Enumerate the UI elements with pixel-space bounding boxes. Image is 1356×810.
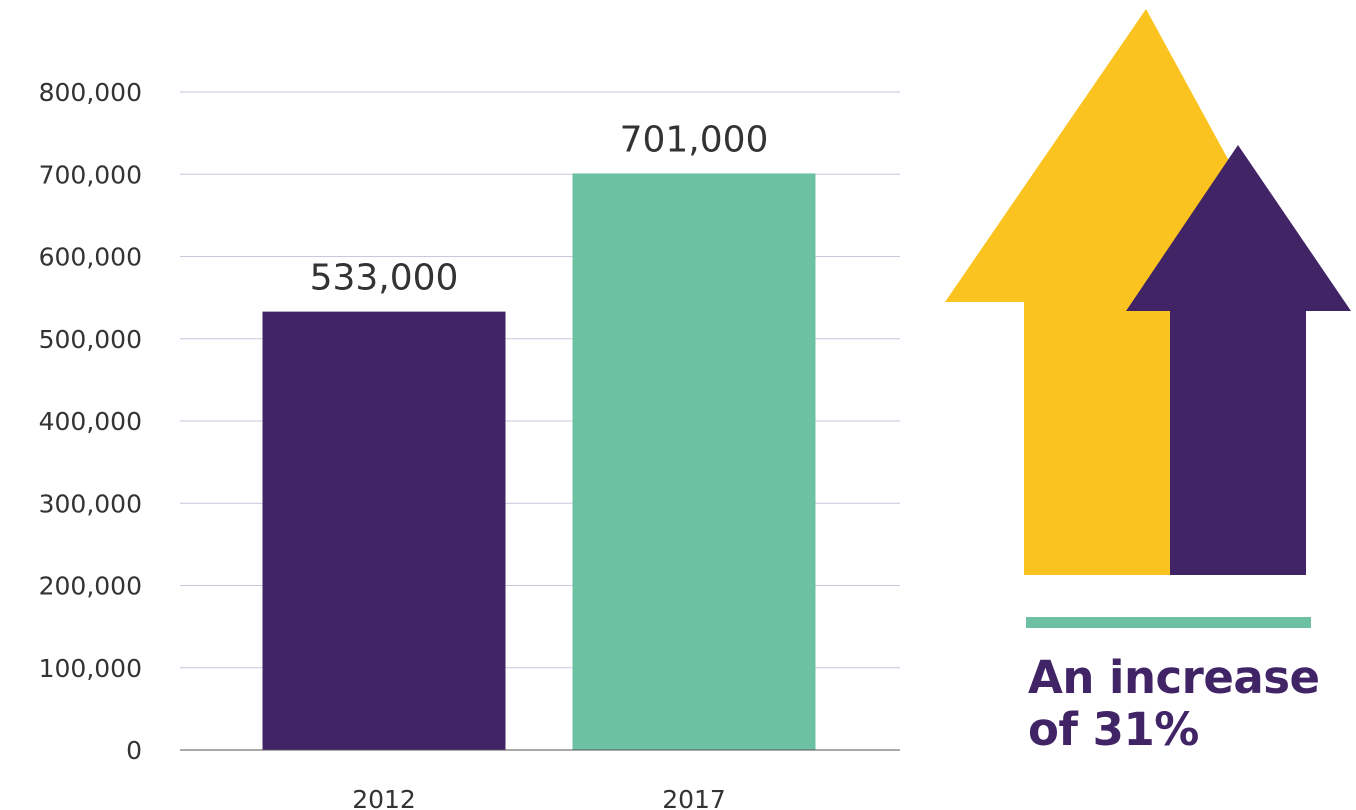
bar-2017 bbox=[572, 173, 816, 751]
callout-line-1: An increase bbox=[1028, 651, 1320, 704]
bars bbox=[262, 173, 816, 751]
callout-divider bbox=[1026, 617, 1311, 628]
bar-2012 bbox=[262, 311, 506, 750]
y-tick-label: 700,000 bbox=[39, 160, 142, 189]
y-axis-tick-labels: 0 100,000 200,000 300,000 400,000 500,000 600,… bbox=[39, 78, 142, 765]
data-label-2012: 533,000 bbox=[310, 258, 459, 299]
increase-callout: An increase of 31% bbox=[1028, 652, 1348, 756]
purple-up-arrow-icon bbox=[1126, 145, 1351, 575]
y-tick-label: 200,000 bbox=[39, 572, 142, 601]
y-tick-label: 800,000 bbox=[39, 78, 142, 107]
data-labels: 533,000 701,000 bbox=[310, 119, 769, 298]
bar-chart: 0 100,000 200,000 300,000 400,000 500,000 600,… bbox=[39, 78, 900, 810]
y-tick-label: 0 bbox=[126, 736, 142, 765]
y-tick-label: 400,000 bbox=[39, 407, 142, 436]
y-tick-label: 300,000 bbox=[39, 489, 142, 518]
y-tick-label: 500,000 bbox=[39, 325, 142, 354]
x-axis-tick-labels: 2012 2017 bbox=[352, 785, 726, 810]
x-tick-label: 2012 bbox=[352, 785, 416, 810]
data-label-2017: 701,000 bbox=[620, 119, 769, 160]
y-tick-label: 600,000 bbox=[39, 243, 142, 272]
x-tick-label: 2017 bbox=[662, 785, 726, 810]
callout-line-2: of 31% bbox=[1028, 703, 1199, 756]
y-tick-label: 100,000 bbox=[39, 654, 142, 683]
yellow-up-arrow-icon bbox=[945, 9, 1306, 575]
